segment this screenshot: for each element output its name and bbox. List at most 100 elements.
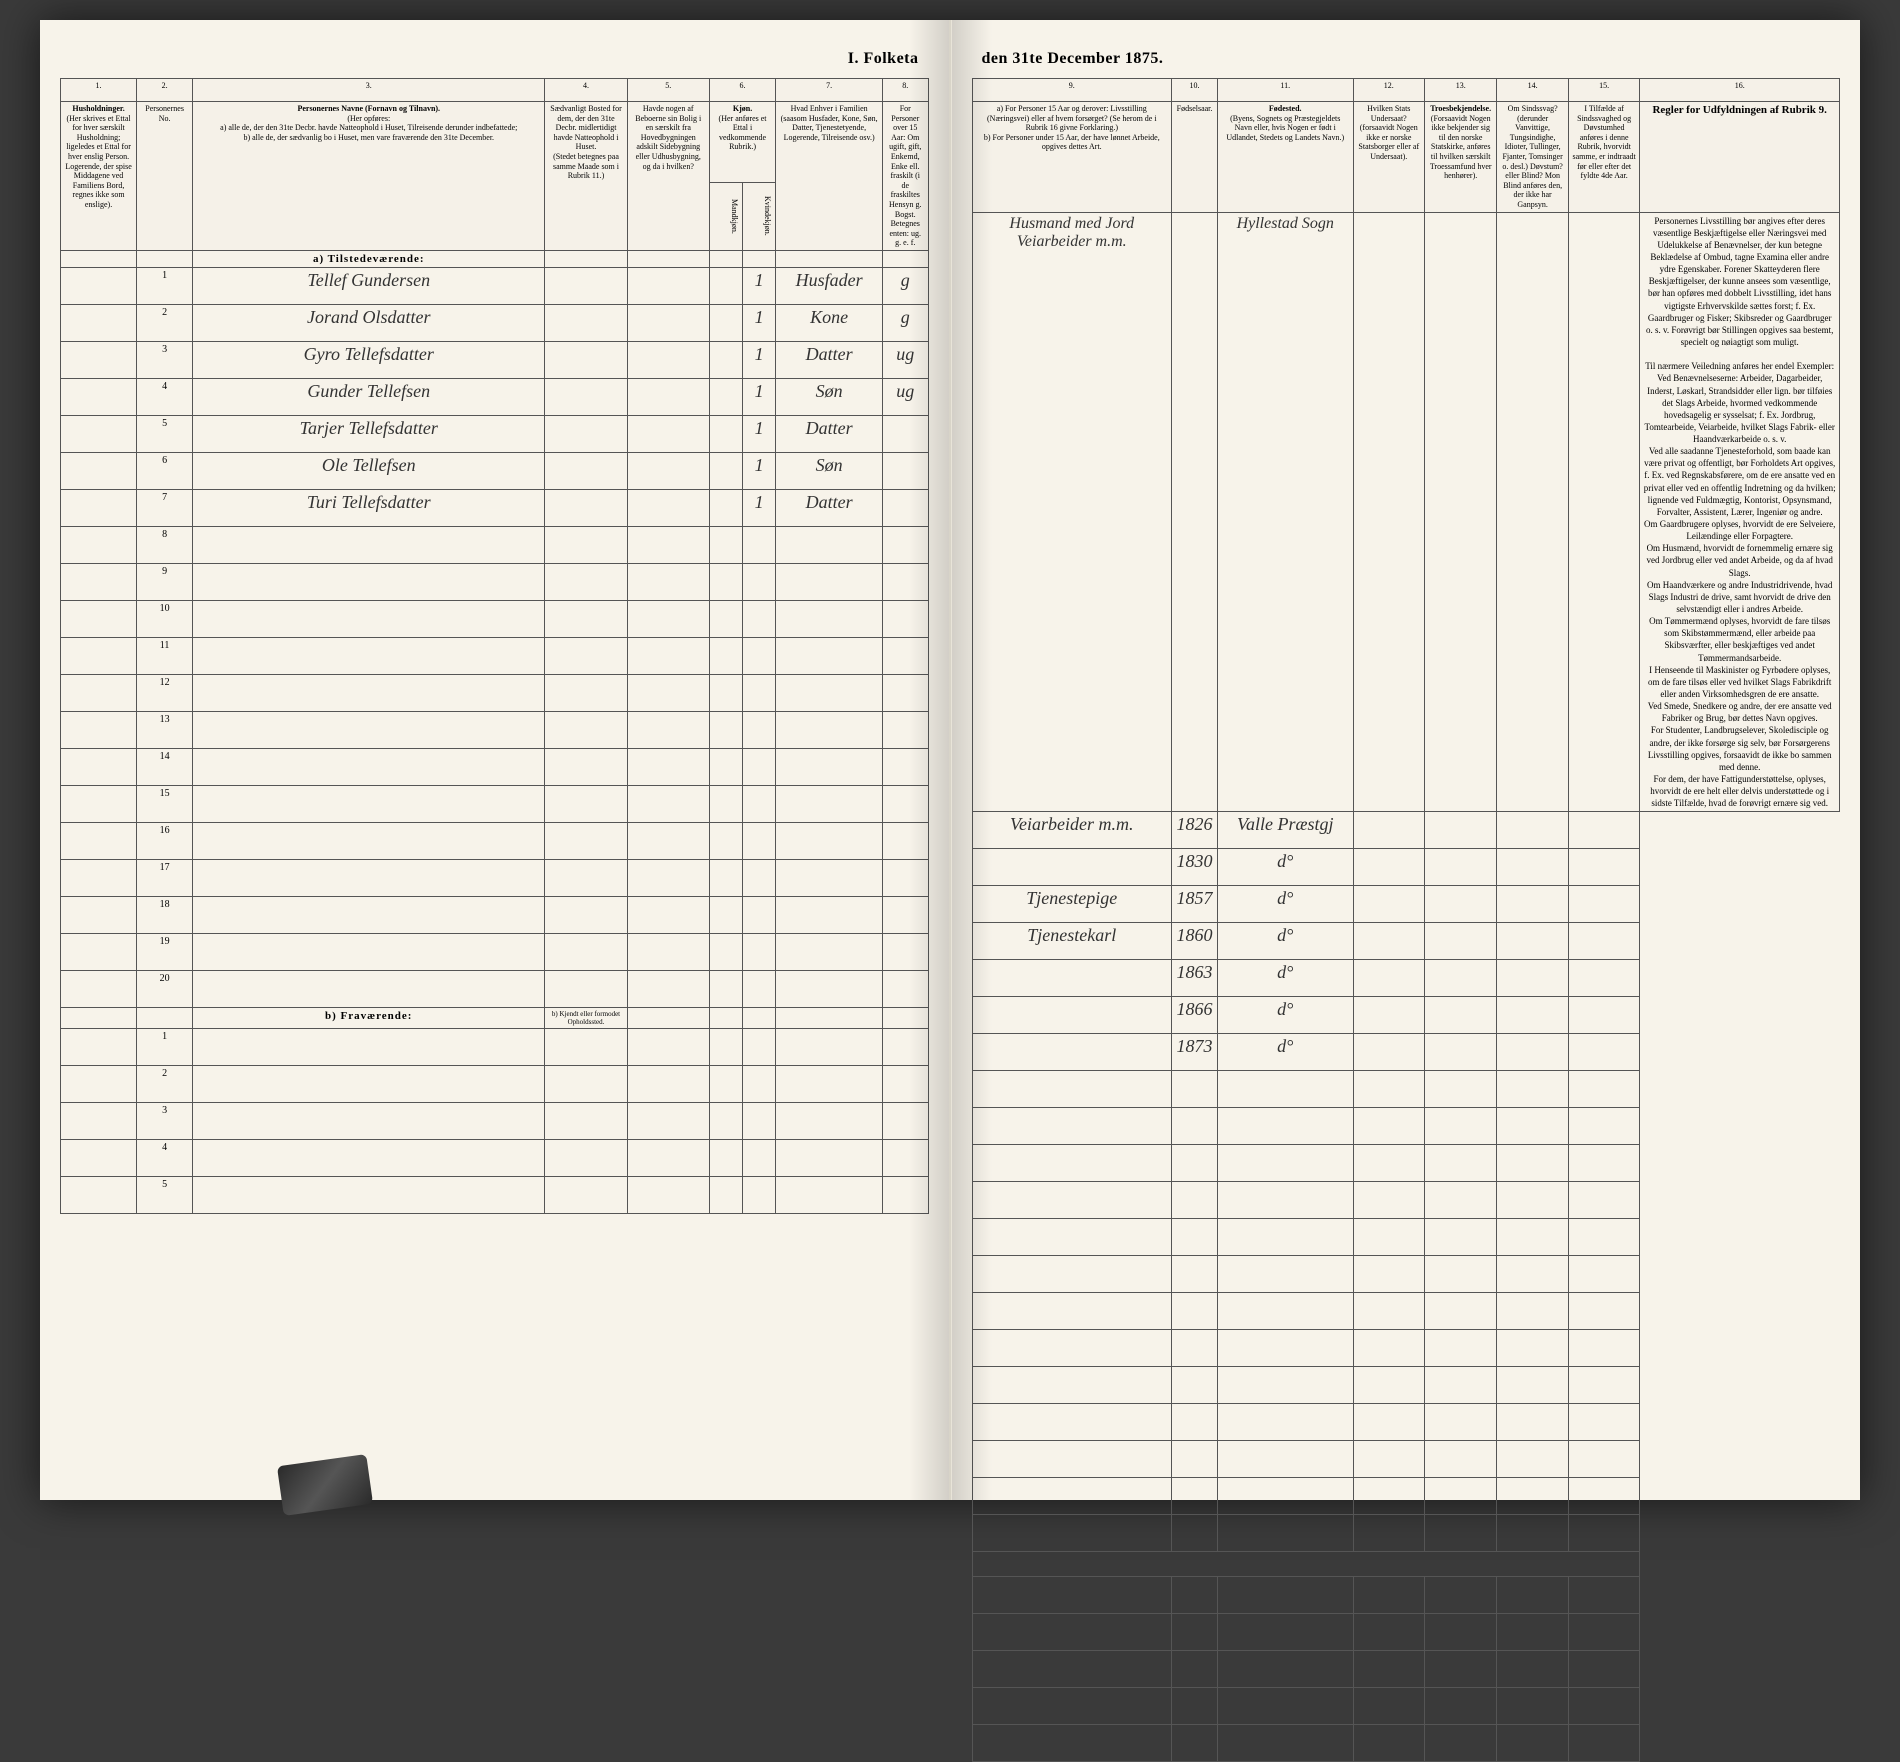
table-row-empty	[972, 1108, 1840, 1145]
cell-disability-age	[1568, 923, 1640, 960]
cell-disability-age	[1568, 997, 1640, 1034]
column-number-row-right: 9. 10. 11. 12. 13. 14. 15. 16.	[972, 79, 1840, 102]
cell-male	[709, 341, 742, 378]
colnum-11: 11.	[1217, 79, 1353, 102]
left-page: I. Folketa 1. 2. 3. 4. 5. 6. 7. 8. Husho…	[40, 20, 951, 1500]
table-row-empty: 15	[61, 785, 929, 822]
cell-family-position: Datter	[776, 341, 883, 378]
table-row-empty: 3	[61, 1102, 929, 1139]
section-b-col4: b) Kjendt eller formodet Opholdssted.	[545, 1007, 627, 1028]
cell-religion	[1425, 923, 1497, 960]
row-households	[61, 304, 137, 341]
cell-occupation	[972, 849, 1172, 886]
row-households	[61, 415, 137, 452]
cell-male	[709, 267, 742, 304]
cell-occupation	[972, 960, 1172, 997]
cell-religion	[1425, 812, 1497, 849]
cell-marital	[883, 489, 928, 526]
table-row: 7Turi Tellefsdatter1Datter	[61, 489, 929, 526]
header-2: Personernes No.	[137, 102, 193, 251]
cell-marital: ug	[883, 341, 928, 378]
header-row: Husholdninger. (Her skrives et Ettal for…	[61, 102, 929, 183]
cell-disability-age	[1568, 960, 1640, 997]
table-row-empty: 11	[61, 637, 929, 674]
table-row: Tjenestekarl1860d°	[972, 923, 1840, 960]
colnum-1: 1.	[61, 79, 137, 102]
cell-birthyear: 1826	[1172, 812, 1218, 849]
cell-occupation	[972, 1034, 1172, 1071]
cell-sex: 1	[743, 452, 776, 489]
header-10: Fødselsaar.	[1172, 102, 1218, 213]
table-row-empty: 9	[61, 563, 929, 600]
table-row: 1873d°	[972, 1034, 1840, 1071]
birthplace-header: Hyllestad Sogn	[1217, 212, 1353, 812]
table-row-empty	[972, 1293, 1840, 1330]
cell-sex: 1	[743, 304, 776, 341]
header-11: Fødested. (Byens, Sognets og Præstegjeld…	[1217, 102, 1353, 213]
colnum-14: 14.	[1497, 79, 1569, 102]
table-row-empty: 17	[61, 859, 929, 896]
census-ledger-book: I. Folketa 1. 2. 3. 4. 5. 6. 7. 8. Husho…	[40, 20, 1860, 1500]
header-8: For Personer over 15 Aar: Om ugift, gift…	[883, 102, 928, 251]
section-a-label: a) Tilstedeværende:	[193, 250, 545, 267]
cell-residence	[545, 267, 627, 304]
cell-marital: ug	[883, 378, 928, 415]
header-15: I Tilfælde af Sindssvaghed og Døvstumhed…	[1568, 102, 1640, 213]
cell-marital	[883, 415, 928, 452]
cell-male	[709, 378, 742, 415]
table-row-empty	[972, 1367, 1840, 1404]
section-b-label: b) Fraværende:	[193, 1007, 545, 1028]
person-name: Tarjer Tellefsdatter	[193, 415, 545, 452]
header-row-right: a) For Personer 15 Aar og derover: Livss…	[972, 102, 1840, 213]
cell-disability	[1497, 812, 1569, 849]
cell-marital: g	[883, 304, 928, 341]
header-16: Regler for Udfyldningen af Rubrik 9.	[1640, 102, 1840, 213]
cell-birthyear: 1873	[1172, 1034, 1218, 1071]
table-row-empty: 4	[61, 1139, 929, 1176]
row-number: 7	[137, 489, 193, 526]
row-households	[61, 452, 137, 489]
colnum-7: 7.	[776, 79, 883, 102]
colnum-4: 4.	[545, 79, 627, 102]
table-row-empty	[972, 1614, 1840, 1651]
cell-occupation: Tjenestekarl	[972, 923, 1172, 960]
table-row: 1Tellef Gundersen1Husfaderg	[61, 267, 929, 304]
colnum-15: 15.	[1568, 79, 1640, 102]
cell-building	[627, 267, 709, 304]
colnum-16: 16.	[1640, 79, 1840, 102]
cell-family-position: Kone	[776, 304, 883, 341]
table-row-empty: 10	[61, 600, 929, 637]
person-name: Tellef Gundersen	[193, 267, 545, 304]
cell-birthyear: 1863	[1172, 960, 1218, 997]
cell-family-position: Søn	[776, 378, 883, 415]
cell-birthyear: 1830	[1172, 849, 1218, 886]
header-7: Hvad Enhver i Familien (saasom Husfader,…	[776, 102, 883, 251]
header-6b: Kvindekjøn.	[743, 182, 776, 250]
colnum-6: 6.	[709, 79, 775, 102]
table-row: 3Gyro Tellefsdatter1Datterug	[61, 341, 929, 378]
row-number: 4	[137, 378, 193, 415]
section-a-row: a) Tilstedeværende:	[61, 250, 929, 267]
table-row: 4Gunder Tellefsen1Sønug	[61, 378, 929, 415]
section-b-row: b) Fraværende: b) Kjendt eller formodet …	[61, 1007, 929, 1028]
cell-marital	[883, 452, 928, 489]
cell-sex: 1	[743, 378, 776, 415]
cell-disability-age	[1568, 849, 1640, 886]
cell-residence	[545, 489, 627, 526]
table-row-empty	[972, 1219, 1840, 1256]
table-row-empty: 20	[61, 970, 929, 1007]
table-row-empty	[972, 1145, 1840, 1182]
cell-residence	[545, 378, 627, 415]
person-name: Turi Tellefsdatter	[193, 489, 545, 526]
cell-residence	[545, 415, 627, 452]
census-table-left: 1. 2. 3. 4. 5. 6. 7. 8. Husholdninger. (…	[60, 78, 929, 1214]
colnum-8: 8.	[883, 79, 928, 102]
table-row-empty: 12	[61, 674, 929, 711]
cell-religion	[1425, 849, 1497, 886]
table-row: 1863d°	[972, 960, 1840, 997]
instructions-column: Personernes Livsstilling bør angives eft…	[1640, 212, 1840, 812]
cell-disability	[1497, 886, 1569, 923]
cell-birthplace: d°	[1217, 997, 1353, 1034]
cell-family-position: Datter	[776, 489, 883, 526]
cell-male	[709, 304, 742, 341]
